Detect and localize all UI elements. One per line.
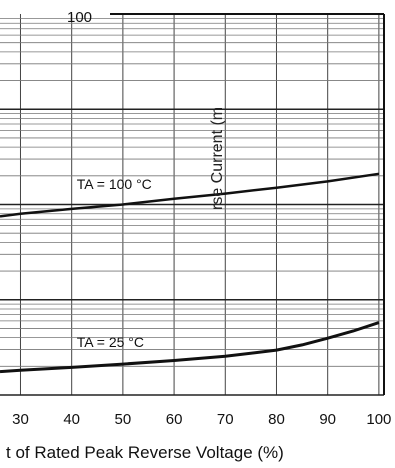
- x-tick-label-70: 70: [217, 411, 234, 428]
- annotation-ta-25: TA = 25 °C: [77, 334, 144, 350]
- y-tick-label-top: 100: [67, 9, 92, 26]
- annotation-ta-100: TA = 100 °C: [77, 176, 152, 192]
- x-tick-label-40: 40: [63, 411, 80, 428]
- x-tick-label-90: 90: [319, 411, 336, 428]
- x-axis-label: t of Rated Peak Reverse Voltage (%): [6, 443, 284, 462]
- series-line-1: [0, 172, 380, 218]
- x-tick-label-50: 50: [115, 411, 132, 428]
- grid: [0, 13, 385, 396]
- x-tick-label-80: 80: [268, 411, 285, 428]
- x-tick-label-100: 100: [366, 411, 391, 428]
- x-tick-label-30: 30: [12, 411, 29, 428]
- x-tick-label-60: 60: [166, 411, 183, 428]
- x-tick-labels: 30 40 50 60 70 80 90 100: [12, 411, 391, 428]
- curves: TA = 25 °C TA = 100 °C: [0, 172, 380, 374]
- series-line-0: [0, 321, 380, 374]
- y-axis-label: rse Current (m: [209, 107, 226, 210]
